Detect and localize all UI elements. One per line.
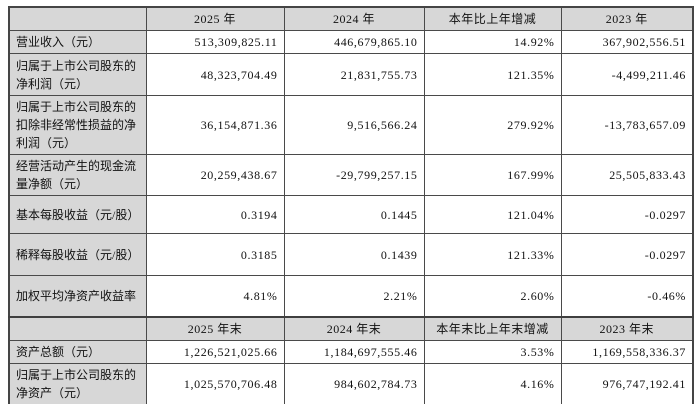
- corner-cell: [8, 315, 147, 341]
- value-cell: -4,499,211.46: [560, 53, 694, 96]
- value-cell: 1,025,570,706.48: [145, 363, 285, 404]
- value-cell: -29,799,257.15: [283, 154, 425, 196]
- row-label-total-assets: 资产总额（元）: [8, 340, 147, 364]
- value-cell: 984,602,784.73: [283, 363, 425, 404]
- value-cell: 0.3185: [145, 233, 285, 276]
- value-cell: 4.81%: [145, 275, 285, 317]
- value-cell: 367,902,556.51: [560, 30, 694, 54]
- value-cell: 4.16%: [423, 363, 562, 404]
- value-cell: -13,783,657.09: [560, 95, 694, 155]
- row-label-revenue: 营业收入（元）: [8, 30, 147, 54]
- value-cell: 9,516,566.24: [283, 95, 425, 155]
- table-row-total-assets: 资产总额（元） 1,226,521,025.66 1,184,697,555.4…: [8, 340, 694, 364]
- value-cell: -0.0297: [560, 195, 694, 234]
- value-cell: 2.21%: [283, 275, 425, 317]
- value-cell: 976,747,192.41: [560, 363, 694, 404]
- row-label-diluted-eps: 稀释每股收益（元/股）: [8, 233, 147, 276]
- value-cell: -0.0297: [560, 233, 694, 276]
- value-cell: 121.04%: [423, 195, 562, 234]
- value-cell: 167.99%: [423, 154, 562, 196]
- value-cell: 1,184,697,555.46: [283, 340, 425, 364]
- value-cell: 121.35%: [423, 53, 562, 96]
- col-header-2025: 2025 年: [145, 6, 285, 31]
- col-header-2024-end: 2024 年末: [283, 315, 425, 341]
- value-cell: 2.60%: [423, 275, 562, 317]
- table-row-weighted-roe: 加权平均净资产收益率 4.81% 2.21% 2.60% -0.46%: [8, 275, 694, 317]
- col-header-yoy-change: 本年比上年增减: [423, 6, 562, 31]
- value-cell: 121.33%: [423, 233, 562, 276]
- value-cell: 0.1439: [283, 233, 425, 276]
- row-label-weighted-roe: 加权平均净资产收益率: [8, 275, 147, 317]
- value-cell: 14.92%: [423, 30, 562, 54]
- value-cell: 25,505,833.43: [560, 154, 694, 196]
- row-label-net-profit: 归属于上市公司股东的净利润（元）: [8, 53, 147, 96]
- value-cell: 21,831,755.73: [283, 53, 425, 96]
- corner-cell: [8, 6, 147, 31]
- value-cell: 279.92%: [423, 95, 562, 155]
- row-label-net-assets: 归属于上市公司股东的净资产（元）: [8, 363, 147, 404]
- value-cell: 1,169,558,336.37: [560, 340, 694, 364]
- col-header-2023: 2023 年: [560, 6, 694, 31]
- table-header-row-annual: 2025 年 2024 年 本年比上年增减 2023 年: [8, 6, 694, 31]
- col-header-2024: 2024 年: [283, 6, 425, 31]
- table-row-basic-eps: 基本每股收益（元/股） 0.3194 0.1445 121.04% -0.029…: [8, 195, 694, 234]
- table-header-row-period-end: 2025 年末 2024 年末 本年末比上年末增减 2023 年末: [8, 315, 694, 341]
- table-row-net-profit-excl-nonrecurring: 归属于上市公司股东的扣除非经常性损益的净利润（元） 36,154,871.36 …: [8, 95, 694, 155]
- table-row-diluted-eps: 稀释每股收益（元/股） 0.3185 0.1439 121.33% -0.029…: [8, 233, 694, 276]
- row-label-basic-eps: 基本每股收益（元/股）: [8, 195, 147, 234]
- value-cell: 0.1445: [283, 195, 425, 234]
- col-header-end-yoy-change: 本年末比上年末增减: [423, 315, 562, 341]
- value-cell: -0.46%: [560, 275, 694, 317]
- key-financials-table: 2025 年 2024 年 本年比上年增减 2023 年 营业收入（元） 513…: [8, 6, 694, 404]
- table-row-net-assets: 归属于上市公司股东的净资产（元） 1,025,570,706.48 984,60…: [8, 363, 694, 404]
- value-cell: 36,154,871.36: [145, 95, 285, 155]
- value-cell: 446,679,865.10: [283, 30, 425, 54]
- table-row-operating-cash-flow: 经营活动产生的现金流量净额（元） 20,259,438.67 -29,799,2…: [8, 154, 694, 196]
- row-label-cash-flow: 经营活动产生的现金流量净额（元）: [8, 154, 147, 196]
- table-row-net-profit: 归属于上市公司股东的净利润（元） 48,323,704.49 21,831,75…: [8, 53, 694, 96]
- table-row-revenue: 营业收入（元） 513,309,825.11 446,679,865.10 14…: [8, 30, 694, 54]
- value-cell: 513,309,825.11: [145, 30, 285, 54]
- value-cell: 48,323,704.49: [145, 53, 285, 96]
- value-cell: 20,259,438.67: [145, 154, 285, 196]
- col-header-2025-end: 2025 年末: [145, 315, 285, 341]
- row-label-net-profit-excl: 归属于上市公司股东的扣除非经常性损益的净利润（元）: [8, 95, 147, 155]
- value-cell: 0.3194: [145, 195, 285, 234]
- value-cell: 3.53%: [423, 340, 562, 364]
- col-header-2023-end: 2023 年末: [560, 315, 694, 341]
- value-cell: 1,226,521,025.66: [145, 340, 285, 364]
